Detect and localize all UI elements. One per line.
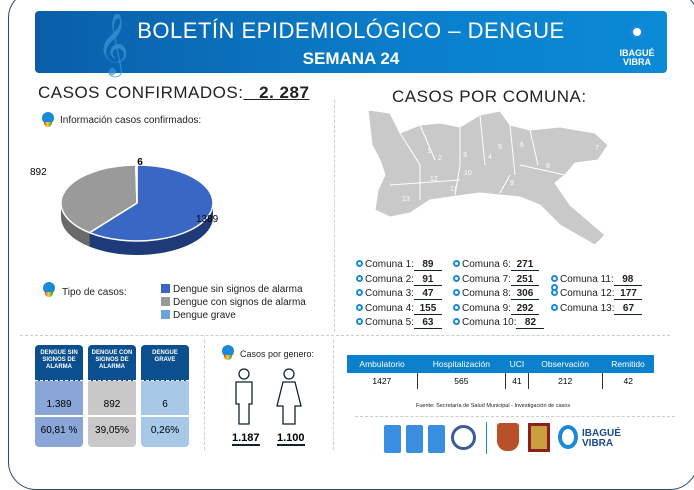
divider [204,340,205,450]
comuna-item: Comuna 13: 67 [551,303,643,315]
card-con-signos: DENGUE CON SIGNOS DE ALARMA 892 39,05% [88,345,136,447]
pin-logo-icon [42,282,56,298]
info-label: Información casos confirmados: [60,115,202,126]
female-icon [276,368,302,425]
page-title: BOLETÍN EPIDEMIOLÓGICO – DENGUE [137,18,565,43]
iqnet-logo [451,425,476,450]
musical-city-logo [528,423,550,452]
svg-text:2: 2 [438,155,442,162]
divider [333,340,334,450]
svg-text:12: 12 [430,176,438,183]
treble-clef-icon: 𝄞 [97,14,129,74]
genero-label: Casos por genero: [240,349,315,359]
pin-bullet-icon [453,260,460,267]
legend-item: Dengue sin signos de alarma [161,284,303,295]
svg-text:5: 5 [498,144,502,151]
pin-bullet-icon [453,274,460,282]
pie-data-label: 892 [30,167,47,178]
pie-data-label: 6 [137,157,143,168]
comuna-item: Comuna 6: 271 [453,259,539,271]
svg-text:9: 9 [510,180,514,187]
icontec-cert-logo [428,425,445,453]
pin-logo-icon [41,112,55,128]
atencion-table: Ambulatorio Hospitalización UCI Observación… [347,355,654,389]
alcaldia-shield-logo [497,423,519,451]
icontec-cert-logo [384,425,401,453]
card-grave: DENGUE GRAVE 6 0,26% [141,345,189,447]
legend-item: Dengue con signos de alarma [161,297,306,308]
icontec-cert-logo [406,425,423,453]
svg-text:6: 6 [520,142,524,149]
tipo-label: Tipo de casos: [62,287,127,298]
header-banner: 𝄞 BOLETÍN EPIDEMIOLÓGICO – DENGUE SEMANA… [35,11,667,73]
comuna-item: Comuna 4: 155 [356,303,442,315]
comuna-item: Comuna 5: 63 [356,317,442,329]
comuna-title: CASOS POR COMUNA: [392,87,587,106]
page-subtitle: SEMANA 24 [302,49,400,68]
confirmed-cases: CASOS CONFIRMADOS: 2. 287 [38,83,310,102]
comuna-item: Comuna 11: 98 [551,274,642,286]
svg-text:1: 1 [427,148,431,155]
pie-slice [60,164,138,234]
card-sin-signos: DENGUE SIN SIGNOS DE ALARMA 1.389 60,81 % [35,345,83,447]
comuna-item: Comuna 7: 251 [453,274,539,286]
pin-bullet-icon [453,303,460,311]
comuna-item: Comuna 8: 306 [453,288,539,300]
svg-text:7: 7 [595,145,599,152]
ibague-vibra-logo: IBAGUÉ VIBRA [617,25,657,67]
pie-chart: 1389 892 6 [30,157,219,255]
ibague-vibra-logo: IBAGUÉ VIBRA [582,428,621,449]
pin-bullet-icon [356,274,363,282]
divider [355,416,675,417]
divider [20,335,670,336]
pin-bullet-icon [356,289,363,296]
pie-slice-side [61,203,90,247]
pin-bullet-icon [356,303,363,311]
comuna-item: Comuna 3: 47 [356,288,442,300]
svg-text:13: 13 [402,196,410,203]
pie-slice [134,164,138,204]
pie-slice [87,164,214,242]
legend-item: Dengue grave [161,310,236,321]
comuna-item: Comuna 1: 89 [356,259,442,271]
comuna-item: Comuna 10: 82 [453,317,545,329]
pin-bullet-icon [356,260,363,267]
comuna-item: Comuna 2: 91 [356,274,442,286]
male-count: 1.187 [232,432,260,446]
comuna-item: Comuna 12: 177 [551,288,643,300]
male-icon [235,368,253,425]
ibague-vibra-pin-icon [558,425,578,449]
svg-text:11: 11 [450,186,457,193]
pin-bullet-icon [453,289,460,296]
female-count: 1.100 [277,432,305,446]
pie-data-label: 1389 [196,214,219,225]
divider [486,422,487,454]
pin-bullet-icon [551,303,558,311]
pin-bullet-icon [356,318,363,325]
pin-bullet-icon [453,318,460,325]
svg-text:3: 3 [463,152,467,159]
divider [334,100,335,332]
pin-logo-icon [221,345,235,361]
pin-bullet-icon [551,274,558,282]
svg-text:8: 8 [546,163,550,170]
svg-text:4: 4 [488,154,492,161]
pin-bullet-icon [551,283,560,294]
svg-text:10: 10 [464,170,472,177]
source-note: Fuente: Secretaría de Salud Municipal - … [416,403,571,409]
comuna-item: Comuna 9: 292 [453,303,539,315]
pie-slice-side [89,203,213,255]
